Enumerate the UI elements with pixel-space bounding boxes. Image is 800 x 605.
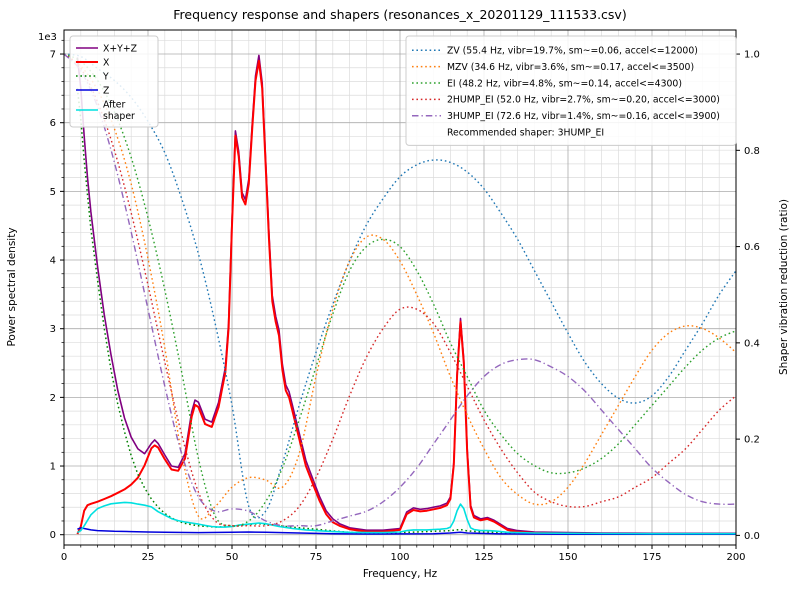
- legend-label-x-y-z: X+Y+Z: [103, 43, 137, 54]
- legend-label-mzv: MZV (34.6 Hz, vibr=3.6%, sm~=0.17, accel…: [447, 62, 694, 73]
- shaper-legend: ZV (55.4 Hz, vibr=19.7%, sm~=0.06, accel…: [405, 35, 737, 146]
- x-axis-label: Frequency, Hz: [363, 568, 438, 580]
- x-tick-label-50: 50: [226, 552, 239, 563]
- psd-legend-box: [69, 35, 159, 128]
- legend-label-2hump-ei: 2HUMP_EI (52.0 Hz, vibr=2.7%, sm~=0.20, …: [447, 95, 720, 106]
- chart-title: Frequency response and shapers (resonanc…: [173, 7, 626, 22]
- y-left-tick-label-7: 7: [50, 50, 56, 61]
- x-tick-label-175: 175: [642, 552, 661, 563]
- y-left-offset-label: 1e3: [38, 32, 57, 43]
- shaper-series-line-zv: [64, 53, 736, 519]
- shaper-series-line-3hump-ei: [64, 53, 736, 527]
- x-tick-label-25: 25: [142, 552, 155, 563]
- legend-label-z: Z: [103, 85, 109, 96]
- legend-label-x: X: [103, 57, 110, 68]
- legend-label-y: Y: [102, 71, 109, 82]
- y-right-axis-label: Shaper vibration reduction (ratio): [778, 199, 790, 375]
- y-left-tick-label-5: 5: [50, 187, 56, 198]
- psd-series-line-z: [77, 527, 736, 536]
- recommended-shaper-label: Recommended shaper: 3HUMP_EI: [447, 128, 604, 139]
- legend-label-after-shaper: After: [103, 100, 126, 111]
- y-right-tick-label-0.2: 0.2: [744, 435, 760, 446]
- psd-series-line-after-shaper: [76, 501, 736, 535]
- y-left-tick-label-6: 6: [50, 118, 56, 129]
- y-left-tick-label-4: 4: [50, 256, 56, 267]
- y-left-axis-label: Power spectral density: [6, 227, 18, 346]
- x-tick-label-0: 0: [61, 552, 67, 563]
- y-left-tick-label-2: 2: [50, 393, 56, 404]
- y-right-tick-label-0.4: 0.4: [744, 338, 760, 349]
- shaper-legend-box: [405, 35, 737, 146]
- shaper-series-line-2hump-ei: [64, 53, 736, 527]
- axis-ticks: [60, 39, 740, 549]
- y-right-tick-label-1.0: 1.0: [744, 50, 760, 61]
- legend-label-3hump-ei: 3HUMP_EI (72.6 Hz, vibr=1.4%, sm~=0.16, …: [447, 111, 720, 122]
- x-tick-label-150: 150: [558, 552, 577, 563]
- y-right-tick-label-0.0: 0.0: [744, 531, 760, 542]
- x-tick-label-75: 75: [310, 552, 323, 563]
- shaper-curves: [64, 53, 736, 527]
- y-left-tick-label-1: 1: [50, 462, 56, 473]
- psd-series-line-x: [76, 59, 736, 535]
- x-tick-label-200: 200: [726, 552, 745, 563]
- x-tick-label-100: 100: [390, 552, 409, 563]
- legend-label-ei: EI (48.2 Hz, vibr=4.8%, sm~=0.14, accel<…: [447, 78, 682, 89]
- y-left-tick-label-3: 3: [50, 324, 56, 335]
- tick-labels: 0 25 50 75 100 125 150 175 200 0 1 2 3 4 5 6 7 0.0 0.2 0.4 0…: [50, 50, 760, 563]
- shaper-series-line-ei: [64, 53, 736, 527]
- shaper-series-line-mzv: [64, 53, 736, 520]
- legend-label-after-shaper: shaper: [103, 111, 135, 122]
- y-right-tick-label-0.8: 0.8: [744, 146, 760, 157]
- x-tick-label-125: 125: [474, 552, 493, 563]
- legend-label-zv: ZV (55.4 Hz, vibr=19.7%, sm~=0.06, accel…: [447, 46, 698, 57]
- y-right-tick-label-0.6: 0.6: [744, 242, 760, 253]
- y-left-tick-label-0: 0: [50, 530, 56, 541]
